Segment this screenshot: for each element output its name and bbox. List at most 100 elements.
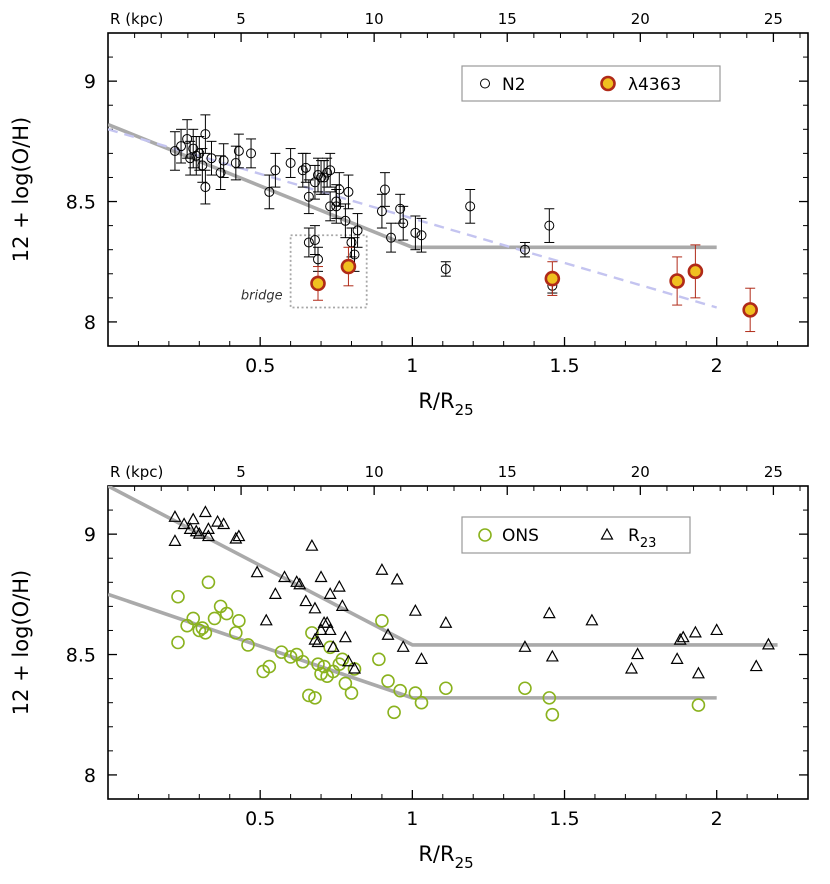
r23-point xyxy=(278,570,292,583)
legend-r23-marker xyxy=(600,527,614,540)
ons-point xyxy=(295,654,310,669)
r23-point xyxy=(186,512,200,525)
r23-point xyxy=(192,526,206,539)
n2-point xyxy=(246,148,257,159)
r23-point xyxy=(189,524,203,537)
ons-point xyxy=(545,707,560,722)
top-tick-label: 5 xyxy=(236,463,246,481)
x-tick-label: 1.5 xyxy=(549,808,579,830)
n2-point xyxy=(200,182,211,193)
n2-point xyxy=(270,165,281,176)
ons-point xyxy=(344,686,359,700)
legend-n2-marker xyxy=(480,78,490,89)
ons-point xyxy=(241,638,255,652)
y-tick-label: 9 xyxy=(84,71,96,93)
n2-point xyxy=(544,220,555,231)
r23-point xyxy=(268,587,282,599)
n2-point xyxy=(410,227,421,238)
ons-point xyxy=(302,688,316,703)
ons-point xyxy=(393,683,407,698)
l4363-point xyxy=(687,263,704,280)
n2-point xyxy=(322,167,333,178)
top-tick-label: 15 xyxy=(498,10,517,28)
y-tick-label: 8.5 xyxy=(66,192,96,214)
n2-point xyxy=(352,225,363,236)
r23-point xyxy=(585,613,599,626)
fit-line xyxy=(108,486,778,647)
r23-point xyxy=(183,522,197,534)
y-tick-label: 8.5 xyxy=(66,645,96,667)
r23-point xyxy=(439,615,453,628)
r23-point xyxy=(217,517,231,530)
legend-n2-label: N2 xyxy=(502,75,526,95)
r23-point xyxy=(761,637,775,650)
n2-point xyxy=(303,191,314,202)
r23-point xyxy=(168,510,182,522)
n2-point xyxy=(297,165,308,176)
ons-point xyxy=(408,686,423,700)
top-axis-label: R (kpc) xyxy=(110,463,163,481)
ons-point xyxy=(192,623,207,638)
l4363-point xyxy=(544,270,561,287)
r23-point xyxy=(293,577,307,590)
r23-point xyxy=(311,635,325,648)
ons-point xyxy=(387,705,401,720)
legend-ons-marker xyxy=(478,528,492,542)
n2-point xyxy=(313,170,323,181)
y-axis-label: 12 + log(O/H) xyxy=(9,570,33,715)
r23-point xyxy=(308,632,322,645)
data-layer xyxy=(108,114,758,333)
ons-point xyxy=(691,698,706,712)
r23-point xyxy=(390,572,404,585)
ons-point xyxy=(518,681,532,696)
n2-point xyxy=(303,237,314,248)
legend: ONS R23 xyxy=(461,516,691,554)
r23-point xyxy=(335,599,349,611)
y-axis-label: 12 + log(O/H) xyxy=(9,117,33,262)
legend-box xyxy=(461,65,721,102)
r23-point xyxy=(314,623,328,636)
x-axis-label-sub: 25 xyxy=(455,854,474,872)
r23-point xyxy=(673,632,687,645)
ons-point xyxy=(375,614,389,628)
n2-point xyxy=(334,184,345,195)
n2-point xyxy=(340,215,351,226)
n2-point xyxy=(200,129,211,140)
legend-box xyxy=(461,516,691,554)
x-axis-label: R/R25 xyxy=(418,842,473,872)
r23-point xyxy=(631,647,645,660)
r23-point xyxy=(670,652,684,664)
r23-point xyxy=(308,601,322,614)
legend-r23-sub: 23 xyxy=(640,536,657,551)
r23-point xyxy=(688,625,702,638)
n2-point xyxy=(206,153,217,164)
ons-point xyxy=(207,611,222,626)
r23-point xyxy=(375,563,389,575)
x-axis-label: R/R25 xyxy=(418,389,473,419)
r23-point xyxy=(177,517,191,530)
n2-point xyxy=(169,145,180,156)
r23-point xyxy=(396,640,410,652)
n2-point xyxy=(233,145,244,156)
n2-point xyxy=(416,230,427,241)
r23-point xyxy=(710,623,724,636)
x-tick-label: 1.5 xyxy=(549,355,579,377)
ons-point xyxy=(338,676,353,691)
ons-point xyxy=(171,589,185,604)
x-axis-label-sub: 25 xyxy=(455,401,474,419)
r23-point xyxy=(259,613,273,626)
legend-ons-label: ONS xyxy=(502,526,539,546)
ons-point xyxy=(171,635,185,650)
n2-point xyxy=(309,235,320,246)
top-tick-label: 20 xyxy=(631,10,650,28)
bridge-label: bridge xyxy=(241,288,283,303)
legend-l4363-marker xyxy=(600,75,616,92)
x-tick-label: 2 xyxy=(711,808,723,830)
n2-point xyxy=(316,172,327,183)
r23-point xyxy=(518,640,532,652)
top-tick-label: 20 xyxy=(631,463,650,481)
r23-point xyxy=(323,587,337,599)
n2-point xyxy=(325,165,336,176)
r23-point xyxy=(326,640,340,652)
